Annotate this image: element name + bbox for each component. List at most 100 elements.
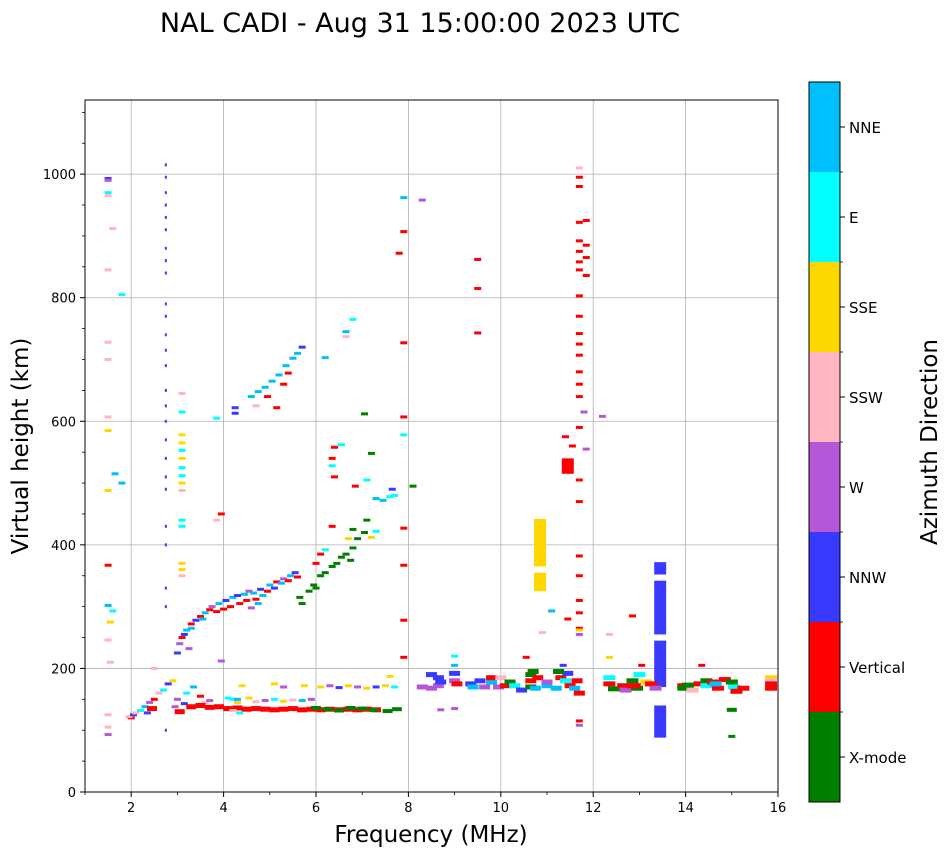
echo-mark	[580, 410, 588, 414]
echo-mark	[254, 602, 262, 606]
echo-mark	[190, 685, 198, 689]
echo-mark	[575, 185, 583, 188]
echo-mark	[345, 705, 356, 710]
colorbar-swatches	[809, 82, 840, 802]
echo-mark	[164, 175, 167, 179]
echo-mark	[270, 697, 278, 701]
echo-mark	[432, 675, 444, 681]
echo-mark	[529, 685, 541, 691]
echo-mark	[208, 605, 216, 609]
echo-mark	[342, 330, 350, 334]
echo-mark	[229, 697, 237, 701]
echo-mark	[180, 632, 188, 636]
echo-mark	[164, 524, 167, 528]
echo-mark	[287, 706, 298, 712]
echo-mark	[349, 527, 357, 531]
echo-mark	[400, 196, 408, 200]
echo-mark	[644, 681, 657, 687]
echo-mark	[183, 691, 191, 695]
echo-mark	[426, 685, 437, 691]
echo-mark	[185, 647, 193, 651]
echo-mark	[164, 302, 167, 306]
echo-mark	[164, 456, 167, 460]
echo-mark	[575, 353, 583, 357]
echo-mark	[164, 259, 167, 263]
echo-mark	[573, 690, 585, 696]
echo-mark	[726, 707, 737, 712]
echo-mark	[245, 589, 253, 593]
echo-mark	[349, 317, 357, 321]
echo-mark	[372, 497, 380, 501]
echo-mark	[564, 617, 572, 621]
echo-mark	[321, 548, 329, 552]
echo-mark	[575, 574, 583, 578]
echo-mark	[400, 563, 408, 567]
echo-mark	[150, 697, 158, 701]
echo-mark	[465, 681, 477, 687]
echo-mark	[109, 609, 117, 613]
echo-mark	[474, 286, 482, 290]
x-tick-label: 6	[312, 801, 320, 816]
echo-mark	[298, 699, 306, 703]
echo-mark	[164, 605, 167, 609]
echo-mark	[317, 552, 325, 556]
echo-mark	[213, 704, 224, 710]
echo-mark	[467, 684, 479, 690]
echo-mark	[173, 651, 181, 655]
echo-mark	[354, 685, 362, 689]
echo-mark	[178, 481, 186, 485]
echo-mark	[178, 466, 186, 470]
x-tick-label: 14	[677, 801, 694, 816]
echo-mark	[449, 678, 461, 684]
echo-mark	[328, 464, 336, 468]
echo-mark	[432, 683, 444, 689]
echo-mark	[649, 685, 662, 691]
x-axis-label: Frequency (MHz)	[334, 822, 527, 848]
echo-mark	[575, 554, 583, 558]
echo-mark	[164, 388, 167, 392]
echo-mark	[575, 626, 583, 630]
echo-mark	[681, 682, 694, 688]
echo-mark	[725, 679, 738, 685]
echo-mark	[261, 385, 269, 389]
echo-mark	[628, 683, 641, 689]
plot-frame	[84, 99, 779, 793]
x-tick-label: 8	[404, 801, 412, 816]
echo-mark	[575, 632, 583, 636]
echo-mark	[575, 628, 583, 632]
echo-mark	[257, 587, 265, 591]
echo-mark	[311, 705, 321, 710]
echo-mark	[104, 563, 112, 567]
echo-mark	[222, 598, 230, 602]
echo-mark	[164, 203, 167, 207]
echo-mark	[328, 524, 336, 528]
echo-mark	[737, 685, 750, 691]
echo-mark	[143, 711, 151, 715]
echo-band	[561, 458, 574, 474]
echo-mark	[280, 577, 288, 581]
echo-mark	[164, 333, 167, 337]
echo-mark	[571, 678, 583, 684]
echo-mark	[199, 617, 207, 621]
echo-mark	[270, 682, 278, 686]
echo-mark	[164, 419, 167, 423]
echo-mark	[294, 575, 302, 579]
echo-mark	[628, 614, 636, 618]
echo-mark	[241, 706, 252, 712]
echo-mark	[486, 679, 498, 685]
echo-mark	[337, 555, 345, 559]
echo-mark	[391, 493, 399, 497]
chart-title: NAL CADI - Aug 31 15:00:00 2023 UTC	[160, 8, 680, 39]
echo-mark	[263, 589, 271, 593]
echo-mark	[532, 675, 544, 681]
y-tick-label: 800	[51, 292, 76, 307]
echo-mark	[136, 708, 144, 712]
echo-mark	[569, 685, 581, 691]
echo-mark	[718, 677, 731, 683]
echo-mark	[605, 655, 613, 659]
echo-mark	[180, 702, 188, 706]
echo-mark	[233, 700, 241, 704]
echo-mark	[178, 561, 186, 565]
echo-mark	[638, 663, 646, 667]
echo-mark	[400, 618, 408, 622]
